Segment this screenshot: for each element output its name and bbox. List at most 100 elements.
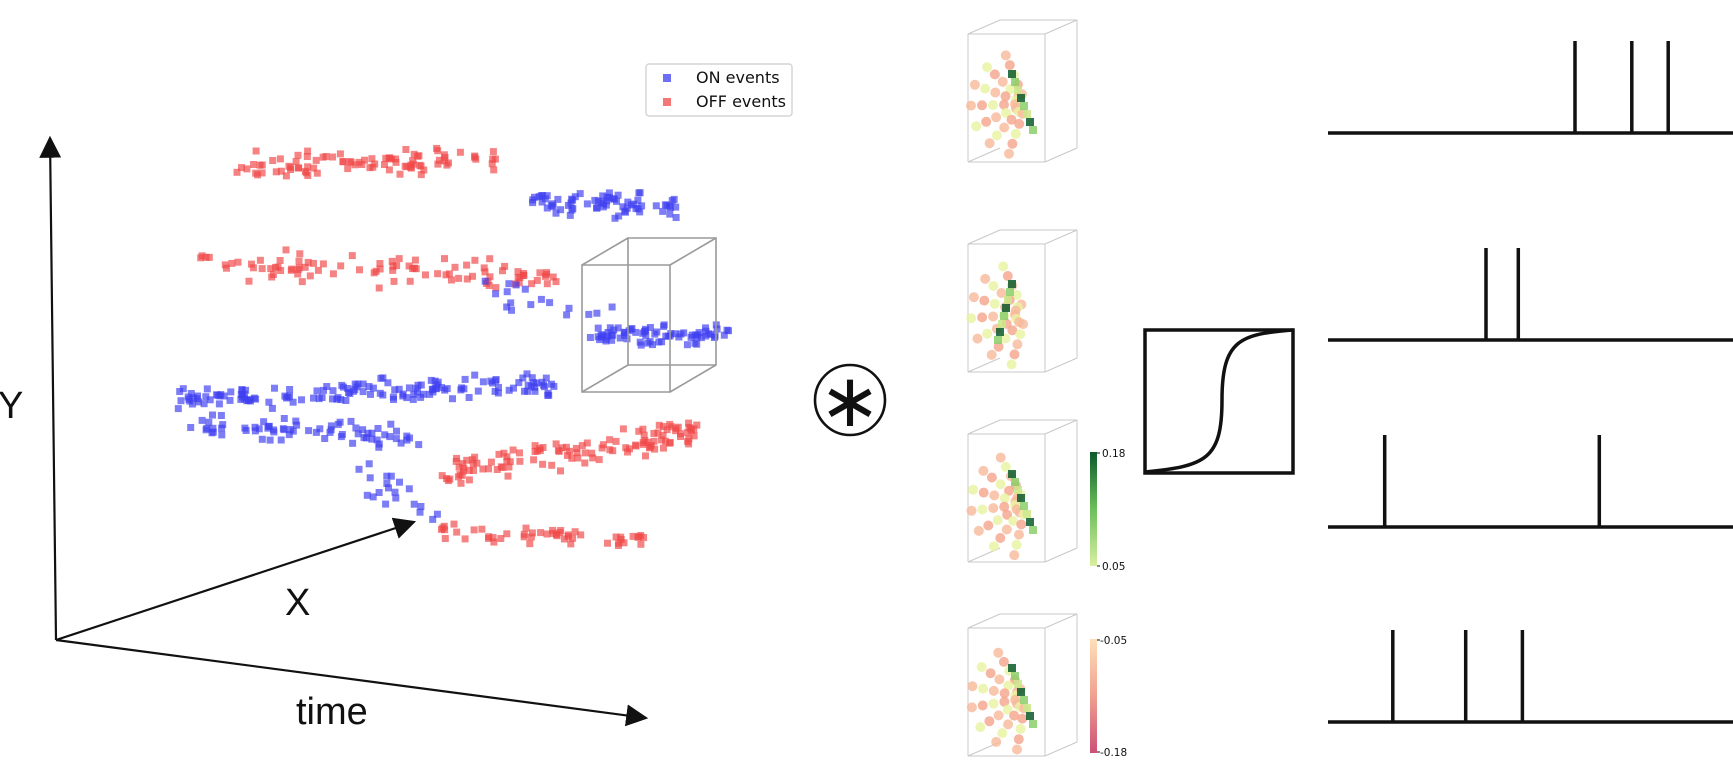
off-event-point: [469, 460, 477, 468]
y-axis-label: Y: [0, 385, 23, 427]
on-event-point: [193, 395, 201, 403]
off-event-point: [520, 533, 528, 541]
on-event-point: [310, 394, 317, 402]
off-event-point: [568, 454, 576, 462]
off-event-point: [438, 472, 446, 480]
on-event-point: [200, 400, 208, 408]
on-event-point: [387, 420, 395, 428]
kernel-stack: [966, 19, 1078, 757]
on-event-point: [429, 515, 437, 523]
off-event-point: [292, 158, 300, 165]
off-event-point: [509, 446, 517, 454]
colorbar-positive-bottom-label: 0.05: [1102, 561, 1125, 573]
on-event-point: [213, 391, 221, 399]
y-axis-arrow: [39, 135, 62, 641]
off-event-point: [434, 160, 442, 168]
on-event-point: [608, 303, 616, 311]
off-event-point: [495, 450, 503, 458]
off-event-point: [304, 172, 312, 179]
on-event-point: [583, 200, 591, 208]
on-event-point: [563, 311, 571, 319]
off-event-point: [396, 170, 404, 178]
off-event-point: [458, 471, 466, 479]
off-event-point: [685, 419, 693, 427]
off-event-point: [527, 533, 535, 541]
on-event-point: [364, 429, 372, 437]
on-event-point: [271, 384, 278, 392]
colorbar-positive-gradient: [1090, 452, 1097, 566]
on-event-point: [359, 380, 367, 388]
off-event-point: [606, 446, 614, 454]
off-event-point: [557, 467, 564, 475]
on-event-point: [238, 386, 246, 394]
on-event-point: [289, 398, 297, 406]
off-event-point: [393, 262, 401, 270]
off-event-point: [541, 272, 549, 280]
on-event-point: [176, 388, 184, 395]
off-event-point: [411, 264, 418, 272]
on-event-point: [666, 202, 674, 210]
on-event-point: [381, 431, 389, 439]
off-event-point: [488, 160, 496, 168]
on-event-point: [546, 299, 554, 307]
on-event-point: [217, 391, 225, 399]
on-event-point: [625, 327, 633, 335]
off-event-point: [329, 270, 337, 278]
on-event-point: [527, 301, 535, 309]
on-event-point: [494, 389, 502, 397]
off-event-point: [463, 456, 471, 464]
on-event-point: [382, 500, 390, 508]
on-event-point: [576, 190, 584, 198]
off-event-point: [395, 255, 403, 263]
off-event-point: [629, 532, 637, 540]
on-event-point: [395, 385, 403, 393]
on-event-point: [369, 384, 377, 392]
off-event-point: [490, 166, 498, 174]
off-event-point: [516, 449, 523, 457]
on-event-point: [725, 327, 732, 335]
on-event-point: [312, 428, 320, 436]
off-event-point: [256, 256, 264, 264]
off-event-point: [457, 479, 465, 487]
off-event-point: [296, 250, 304, 258]
on-event-point: [531, 383, 538, 391]
on-event-point: [541, 195, 549, 203]
off-event-point: [539, 444, 547, 451]
off-event-point: [411, 256, 419, 264]
off-event-point: [344, 165, 352, 173]
off-event-point: [516, 457, 524, 465]
off-event-point: [503, 453, 511, 461]
off-event-point: [433, 144, 441, 152]
on-event-point: [603, 197, 611, 205]
on-event-point: [586, 334, 594, 341]
convolution-circle: [813, 363, 887, 437]
on-event-point: [646, 324, 654, 331]
on-event-point: [329, 395, 336, 403]
off-event-point: [504, 472, 512, 480]
on-event-point: [217, 412, 225, 419]
on-event-point: [523, 370, 531, 378]
off-event-point: [463, 261, 471, 269]
off-event-point: [420, 166, 428, 174]
off-event-point: [650, 437, 658, 445]
on-event-point: [495, 383, 502, 391]
on-event-point: [198, 416, 206, 424]
on-event-point: [242, 427, 250, 434]
on-event-point: [187, 390, 195, 397]
off-event-point: [533, 277, 541, 284]
colorbar-negative-gradient: [1090, 639, 1097, 753]
off-event-point: [348, 252, 356, 260]
on-event-point: [672, 203, 680, 211]
off-event-point: [552, 278, 560, 286]
on-event-point: [203, 385, 211, 393]
on-event-point: [392, 435, 400, 443]
off-event-point: [407, 161, 415, 169]
off-event-point: [612, 533, 620, 541]
on-event-point: [215, 400, 223, 408]
off-event-point: [304, 163, 312, 171]
on-event-point: [218, 431, 226, 439]
off-event-point: [500, 449, 508, 457]
on-event-point: [218, 424, 226, 432]
off-event-point: [409, 157, 417, 165]
